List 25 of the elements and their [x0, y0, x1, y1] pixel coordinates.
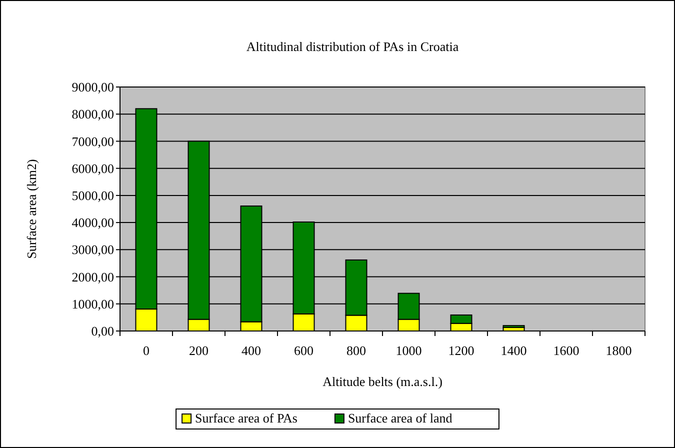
y-tick-label: 3000,00: [72, 242, 114, 258]
x-axis-title: Altitude belts (m.a.s.l.): [322, 374, 442, 389]
legend-label: Surface area of PAs: [195, 410, 298, 426]
chart-title: Altitudinal distribution of PAs in Croatia: [246, 39, 459, 54]
x-tick-label: 1000: [396, 343, 422, 358]
y-axis-title: Surface area (km2): [24, 159, 39, 259]
y-tick-label: 5000,00: [72, 188, 114, 203]
y-tick-label: 4000,00: [72, 215, 114, 230]
legend-label: Surface area of land: [348, 410, 453, 426]
x-tick-label: 400: [242, 343, 261, 358]
y-tick-label: 6000,00: [72, 160, 114, 176]
x-tick-label: 1800: [606, 343, 632, 358]
y-tick-label: 8000,00: [72, 106, 114, 122]
x-tick-label: 200: [189, 343, 208, 358]
y-tick-label: 7000,00: [72, 134, 114, 149]
x-tick-label: 1600: [553, 343, 580, 358]
y-tick-label: 9000,00: [72, 80, 114, 95]
x-tick-label: 600: [294, 343, 314, 358]
x-tick-label: 1200: [448, 343, 474, 358]
x-tick-label: 1400: [500, 343, 527, 358]
x-tick-label: 0: [143, 343, 150, 358]
y-tick-label: 2000,00: [72, 269, 114, 284]
x-tick-label: 800: [346, 343, 366, 358]
y-tick-label: 1000,00: [72, 296, 114, 312]
y-tick-label: 0,00: [91, 324, 114, 339]
